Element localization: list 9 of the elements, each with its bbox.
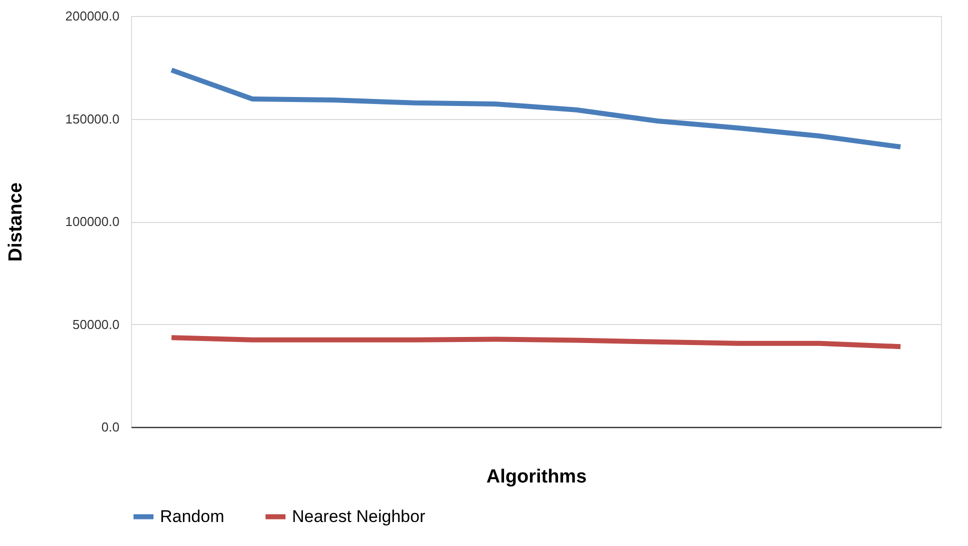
legend-label: Nearest Neighbor (292, 506, 426, 526)
legend-label: Random (160, 506, 224, 526)
y-tick-label: 200000.0 (65, 8, 120, 24)
y-tick-label: 150000.0 (65, 111, 120, 126)
y-tick-label: 100000.0 (65, 214, 120, 229)
y-tick-label: 50000.0 (72, 316, 120, 332)
y-tick-label: 0.0 (101, 420, 120, 434)
x-axis-title: Algorithms (486, 466, 587, 488)
y-axis-title: Distance (5, 182, 26, 262)
